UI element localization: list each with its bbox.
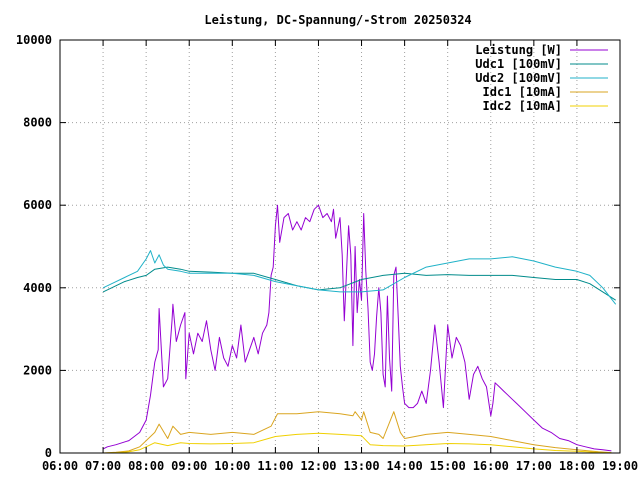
legend-label-idc2: Idc2 [10mA] xyxy=(483,99,562,113)
series-line-idc2 xyxy=(103,432,612,454)
series-line-udc1 xyxy=(102,266,616,301)
plot-frame xyxy=(59,39,621,454)
series-line-leistung xyxy=(102,204,612,452)
x-tick-label: 14:00 xyxy=(387,459,423,473)
y-tick-label: 2000 xyxy=(23,363,52,377)
y-tick-label: 0 xyxy=(45,446,52,460)
x-tick-label: 08:00 xyxy=(128,459,164,473)
x-tick-label: 19:00 xyxy=(602,459,638,473)
x-tick-label: 17:00 xyxy=(516,459,552,473)
x-tick-label: 15:00 xyxy=(430,459,466,473)
x-tick-label: 16:00 xyxy=(473,459,509,473)
legend-label-udc2: Udc2 [100mV] xyxy=(475,71,562,85)
chart-title: Leistung, DC-Spannung/-Strom 20250324 xyxy=(204,13,471,27)
legend-label-udc1: Udc1 [100mV] xyxy=(475,57,562,71)
x-tick-label: 09:00 xyxy=(171,459,207,473)
series-line-udc2 xyxy=(102,250,617,305)
axis-ticks: 06:00 07:00 08:00 09:00 10:00 11:00 12:00 13:00… xyxy=(16,33,638,473)
x-tick-label: 06:00 xyxy=(42,459,78,473)
series-line-idc1 xyxy=(103,411,612,454)
series-lines xyxy=(102,204,617,454)
x-tick-label: 11:00 xyxy=(257,459,293,473)
x-tick-label: 07:00 xyxy=(85,459,121,473)
grid-lines xyxy=(60,40,620,453)
legend: Leistung [W]Udc1 [100mV]Udc2 [100mV]Idc1… xyxy=(475,43,608,113)
legend-label-leistung: Leistung [W] xyxy=(475,43,562,57)
y-tick-label: 10000 xyxy=(16,33,52,47)
x-tick-label: 10:00 xyxy=(214,459,250,473)
x-tick-label: 13:00 xyxy=(343,459,379,473)
legend-label-idc1: Idc1 [10mA] xyxy=(483,85,562,99)
x-tick-label: 12:00 xyxy=(300,459,336,473)
y-tick-label: 8000 xyxy=(23,116,52,130)
y-tick-label: 6000 xyxy=(23,198,52,212)
y-tick-label: 4000 xyxy=(23,281,52,295)
x-tick-label: 18:00 xyxy=(559,459,595,473)
